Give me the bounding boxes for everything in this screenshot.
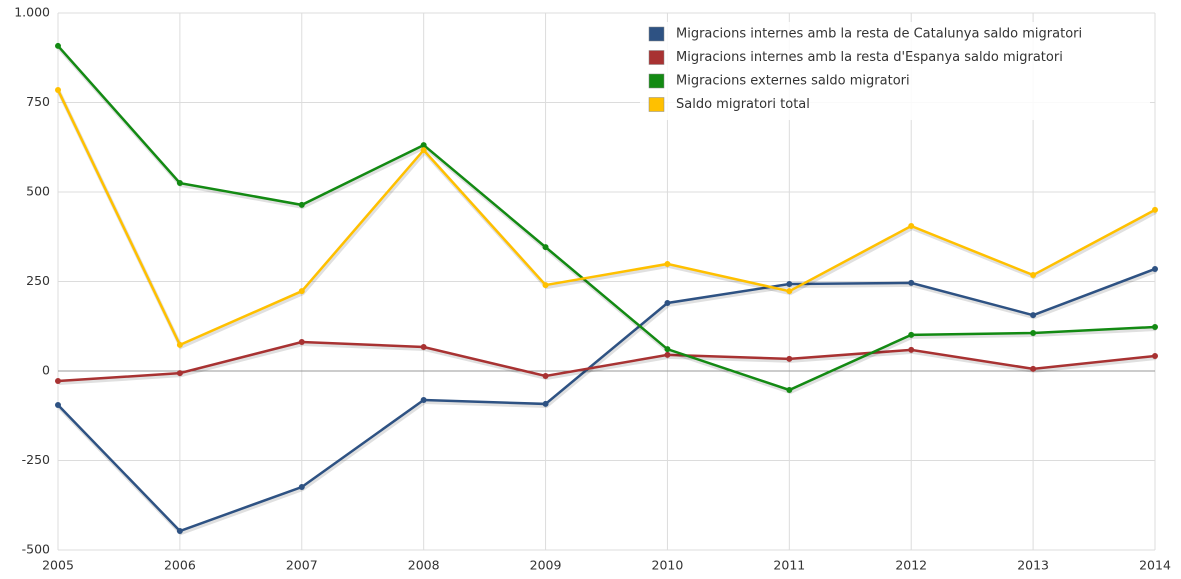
point xyxy=(176,528,183,535)
x-tick-label: 2007 xyxy=(286,558,318,573)
point xyxy=(55,378,61,385)
point xyxy=(1152,265,1158,272)
point xyxy=(542,373,549,380)
legend-box xyxy=(640,22,1150,120)
legend-swatch xyxy=(648,50,665,65)
y-tick-label: 750 xyxy=(26,94,50,109)
point xyxy=(664,299,671,306)
point xyxy=(908,331,915,338)
x-tick-label: 2006 xyxy=(164,558,196,573)
point xyxy=(176,370,183,377)
point xyxy=(664,346,671,353)
point xyxy=(298,483,305,490)
point xyxy=(908,279,915,286)
legend-label: Saldo migratori total xyxy=(676,97,810,112)
point xyxy=(55,402,61,409)
x-tick-label: 2012 xyxy=(895,558,927,573)
point xyxy=(1030,330,1037,337)
point xyxy=(420,344,427,351)
y-tick-label: 0 xyxy=(42,363,50,378)
point xyxy=(1030,365,1037,372)
point xyxy=(786,355,793,362)
point xyxy=(786,288,793,295)
point xyxy=(908,346,915,353)
point xyxy=(542,282,549,289)
point xyxy=(420,396,427,403)
x-tick-label: 2005 xyxy=(42,558,74,573)
series-line xyxy=(56,89,1156,347)
point xyxy=(176,341,183,348)
point xyxy=(1152,352,1158,359)
y-tick-label: -500 xyxy=(22,542,50,557)
line-shadow xyxy=(58,341,1157,386)
legend-label: Migracions internes amb la resta de Cata… xyxy=(676,27,1082,42)
legend-swatch xyxy=(648,26,665,42)
y-tick-label: 1.000 xyxy=(14,5,50,20)
point xyxy=(542,400,549,407)
x-tick-label: 2011 xyxy=(773,558,805,573)
point xyxy=(1030,312,1037,319)
point xyxy=(664,260,671,267)
series-line xyxy=(57,267,1156,533)
legend-swatch xyxy=(648,97,665,112)
legend: Migracions internes amb la resta de Cata… xyxy=(640,22,1150,120)
point xyxy=(786,386,793,393)
point xyxy=(298,288,305,295)
x-tick-label: 2013 xyxy=(1017,558,1049,573)
point xyxy=(1030,272,1037,279)
series-line xyxy=(57,45,1156,392)
line-shadow xyxy=(57,91,1157,350)
x-tick-label: 2014 xyxy=(1139,558,1171,573)
series-line xyxy=(57,340,1156,383)
point xyxy=(55,86,61,93)
y-tick-label: 500 xyxy=(26,184,50,199)
point xyxy=(664,351,671,358)
point xyxy=(298,201,305,208)
point xyxy=(908,223,915,230)
point xyxy=(420,147,427,154)
point xyxy=(298,339,305,346)
point xyxy=(786,281,793,288)
y-tick-label: 250 xyxy=(26,273,50,288)
point xyxy=(176,180,183,187)
legend-swatch xyxy=(648,73,665,89)
y-tick-label: -250 xyxy=(22,452,50,467)
legend-label: Migracions externes saldo migratori xyxy=(676,74,910,89)
point xyxy=(1152,323,1158,330)
legend-label: Migracions internes amb la resta d'Espan… xyxy=(676,50,1063,65)
point xyxy=(55,42,61,49)
point xyxy=(542,244,549,251)
line-shadow xyxy=(57,269,1157,536)
point xyxy=(1152,206,1158,213)
x-tick-label: 2009 xyxy=(530,558,562,573)
x-tick-label: 2008 xyxy=(408,558,440,573)
x-tick-label: 2010 xyxy=(652,558,684,573)
point xyxy=(420,142,427,149)
